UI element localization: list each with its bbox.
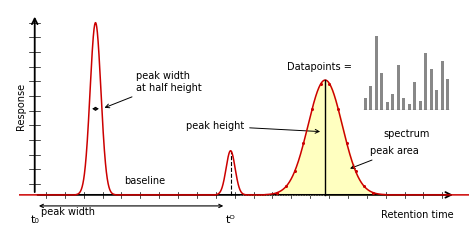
Bar — [429, 69, 433, 110]
Bar — [440, 61, 444, 110]
Bar — [413, 82, 416, 110]
Bar — [408, 104, 410, 110]
Bar — [402, 98, 405, 110]
Text: peak width
at half height: peak width at half height — [106, 72, 202, 108]
Text: peak height: peak height — [186, 121, 319, 133]
Bar — [446, 79, 449, 110]
Text: tᴼ: tᴼ — [226, 215, 236, 225]
Bar — [386, 102, 389, 110]
Text: t₀: t₀ — [30, 215, 39, 225]
Text: spectrum: spectrum — [383, 128, 429, 138]
Bar — [391, 94, 394, 110]
Text: Response: Response — [16, 83, 26, 130]
Bar — [419, 101, 422, 110]
Bar — [380, 73, 383, 110]
Text: baseline: baseline — [125, 176, 165, 186]
Bar — [375, 36, 378, 110]
Bar — [364, 98, 367, 110]
Bar — [435, 90, 438, 110]
Text: peak area: peak area — [351, 146, 419, 169]
Bar — [369, 86, 373, 110]
Text: Retention time: Retention time — [381, 210, 454, 220]
Bar — [424, 53, 427, 110]
Text: Datapoints =: Datapoints = — [287, 62, 352, 72]
Text: peak width: peak width — [41, 207, 95, 217]
Bar — [397, 65, 400, 110]
